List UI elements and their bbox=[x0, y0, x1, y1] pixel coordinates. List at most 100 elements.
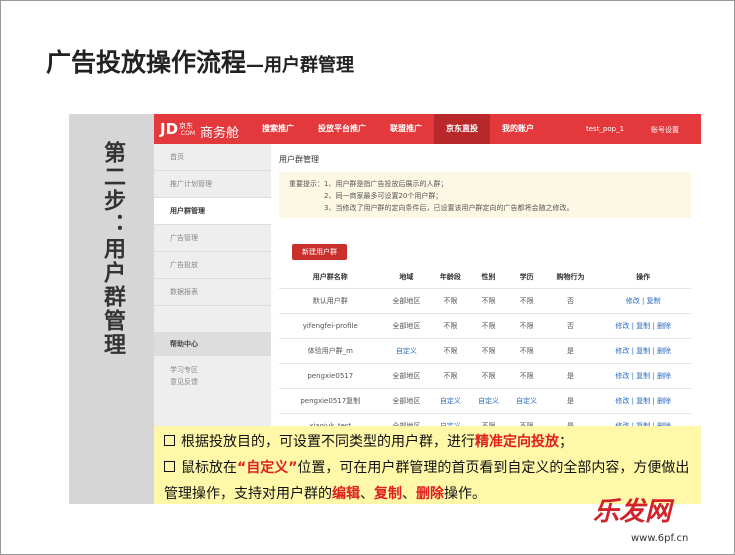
nav-item[interactable]: 联盟推广 bbox=[390, 124, 422, 133]
op-link[interactable]: 复制 bbox=[636, 347, 651, 355]
column-header: 学历 bbox=[507, 266, 546, 289]
sidebar-item[interactable]: 广告投放 bbox=[154, 252, 271, 279]
cell[interactable]: 自定义 bbox=[431, 413, 470, 426]
note-text: 位置，可在用户群管理的首页看到自定义的全部内容，方便做出管理操作，支持对用户群的 bbox=[164, 460, 690, 502]
sidebar-item[interactable]: 数据报表 bbox=[154, 279, 271, 306]
cell: 全部地区 bbox=[381, 363, 432, 389]
table-row: xiaojuk_test 全部地区 自定义 不限 不限是修改 | 复制 | 删除 bbox=[279, 413, 691, 426]
note-text: “自定义” bbox=[237, 460, 298, 476]
ops-cell: 修改 | 复制 | 删除 bbox=[595, 388, 691, 414]
cell: 不限 bbox=[469, 413, 508, 426]
op-link[interactable]: 复制 bbox=[636, 322, 651, 330]
cell: 不限 bbox=[431, 363, 470, 389]
cell: 默认用户群 bbox=[279, 288, 382, 314]
nav-item[interactable]: 投放平台推广 bbox=[318, 124, 366, 133]
op-link[interactable]: 修改 bbox=[615, 397, 630, 405]
step-label: 第二步：用户群管理 bbox=[100, 141, 125, 357]
new-button[interactable]: 新建用户群 bbox=[292, 244, 347, 260]
cell: 不限 bbox=[431, 288, 470, 314]
separator: | bbox=[650, 322, 657, 330]
op-link[interactable]: 复制 bbox=[636, 372, 651, 380]
cell[interactable]: 自定义 bbox=[381, 338, 432, 364]
notice: 重要提示：1、用户群是指广告投放后展示的人群；重要提示：2、同一商家最多可设置2… bbox=[279, 172, 691, 218]
separator: | bbox=[629, 422, 637, 426]
header-row: 用户群名称 地域 年龄段 性别 学历 购物行为 操作 bbox=[279, 266, 691, 289]
separator: | bbox=[629, 372, 637, 380]
op-link[interactable]: 修改 bbox=[615, 372, 630, 380]
notice-line: 重要提示：1、用户群是指广告投放后展示的人群； bbox=[289, 178, 681, 190]
cell: 全部地区 bbox=[381, 413, 432, 426]
separator: | bbox=[650, 397, 657, 405]
cell: 全部地区 bbox=[381, 313, 432, 339]
sidebar-item[interactable]: 推广计划管理 bbox=[154, 171, 271, 198]
op-link[interactable]: 删除 bbox=[657, 322, 671, 330]
ops-cell: 修改 | 复制 bbox=[595, 288, 691, 314]
column-header: 性别 bbox=[469, 266, 508, 289]
cell: 是 bbox=[545, 413, 596, 426]
cell: 不限 bbox=[507, 413, 546, 426]
help-link[interactable]: 意见反馈 bbox=[170, 378, 198, 386]
cell: 不限 bbox=[469, 288, 508, 314]
watermark-url: www.6pf.cn bbox=[631, 533, 689, 544]
sidebar-item[interactable]: 用户群管理 bbox=[154, 198, 271, 225]
cell[interactable]: 自定义 bbox=[507, 388, 546, 414]
ops-cell: 修改 | 复制 | 删除 bbox=[595, 363, 691, 389]
op-link[interactable]: 修改 bbox=[615, 322, 630, 330]
cell: 不限 bbox=[431, 338, 470, 364]
notice-text: 1、用户群是指广告投放后展示的人群； bbox=[324, 180, 448, 188]
cell: 是 bbox=[545, 338, 596, 364]
op-link[interactable]: 删除 bbox=[657, 347, 671, 355]
op-link[interactable]: 修改 bbox=[615, 347, 630, 355]
op-link[interactable]: 复制 bbox=[646, 297, 661, 305]
sidebar-item[interactable]: 首页 bbox=[154, 144, 271, 171]
ops-cell: 修改 | 复制 | 删除 bbox=[595, 413, 691, 426]
op-link[interactable]: 复制 bbox=[636, 422, 651, 426]
cell: 不限 bbox=[431, 313, 470, 339]
nav-item[interactable]: 我的账户 bbox=[502, 124, 534, 133]
nav-item[interactable]: 京东直投 bbox=[434, 114, 490, 144]
sidebar-item[interactable]: 广告管理 bbox=[154, 225, 271, 252]
column-header: 操作 bbox=[595, 266, 691, 289]
op-link[interactable]: 删除 bbox=[657, 372, 671, 380]
cell: 不限 bbox=[507, 363, 546, 389]
title: 广告投放操作流程 bbox=[46, 48, 247, 77]
column-header: 用户群名称 bbox=[279, 266, 382, 289]
note-text: 操作。 bbox=[444, 486, 486, 502]
op-link[interactable]: 修改 bbox=[615, 422, 630, 426]
table-row: 体验用户群_m 自定义 不限 不限 不限是修改 | 复制 | 删除 bbox=[279, 338, 691, 364]
header-bar: JD 京东 .COM 商务舱 搜索推广 投放平台推广 联盟推广 京东直投 我的账户 te… bbox=[154, 114, 701, 144]
note-text: ； bbox=[559, 434, 573, 450]
notice-label: 重要提示： bbox=[289, 180, 324, 188]
cell: pengxie0517 bbox=[279, 363, 382, 389]
sidebar: 首页 推广计划管理 用户群管理 广告管理 广告投放 数据报表 bbox=[154, 144, 271, 426]
op-link[interactable]: 删除 bbox=[657, 397, 671, 405]
nav-item[interactable]: 搜索推广 bbox=[262, 124, 294, 133]
logo: JD bbox=[160, 120, 179, 138]
cell: xiaojuk_test bbox=[279, 413, 382, 426]
bullet bbox=[164, 461, 175, 472]
account-link[interactable]: 账号设置 bbox=[651, 126, 679, 134]
cell[interactable]: 自定义 bbox=[469, 388, 508, 414]
note-text: 鼠标放在 bbox=[181, 460, 237, 476]
title-wrap: 广告投放操作流程—用户群管理 bbox=[46, 43, 354, 79]
op-link[interactable]: 修改 bbox=[625, 297, 640, 305]
note-box: 根据投放目的，可设置不同类型的用户群，进行精准定向投放； 鼠标放在“自定义”位置，… bbox=[154, 426, 701, 504]
cell: pengxie0517复制 bbox=[279, 388, 382, 414]
note-paragraph: 鼠标放在“自定义”位置，可在用户群管理的首页看到自定义的全部内容，方便做出管理操… bbox=[164, 455, 691, 507]
help-link[interactable]: 学习专区 bbox=[170, 366, 198, 374]
cell[interactable]: 自定义 bbox=[431, 388, 470, 414]
user-name[interactable]: test_pop_1 bbox=[586, 125, 625, 133]
notice-text: 3、当修改了用户群的定向条件后，已设置该用户群定向的广告都将会随之修改。 bbox=[324, 204, 574, 212]
op-link[interactable]: 删除 bbox=[657, 422, 671, 426]
cell: 是 bbox=[545, 388, 596, 414]
subtitle: —用户群管理 bbox=[246, 55, 355, 76]
product-name: 商务舱 bbox=[200, 126, 240, 141]
op-link[interactable]: 复制 bbox=[636, 397, 651, 405]
screenshot: JD 京东 .COM 商务舱 搜索推广 投放平台推广 联盟推广 京东直投 我的账户 te… bbox=[154, 114, 701, 426]
watermark-brand: 乐发网 bbox=[593, 497, 672, 527]
separator: | bbox=[629, 347, 637, 355]
cell: 否 bbox=[545, 288, 596, 314]
ops-cell: 修改 | 复制 | 删除 bbox=[595, 313, 691, 339]
